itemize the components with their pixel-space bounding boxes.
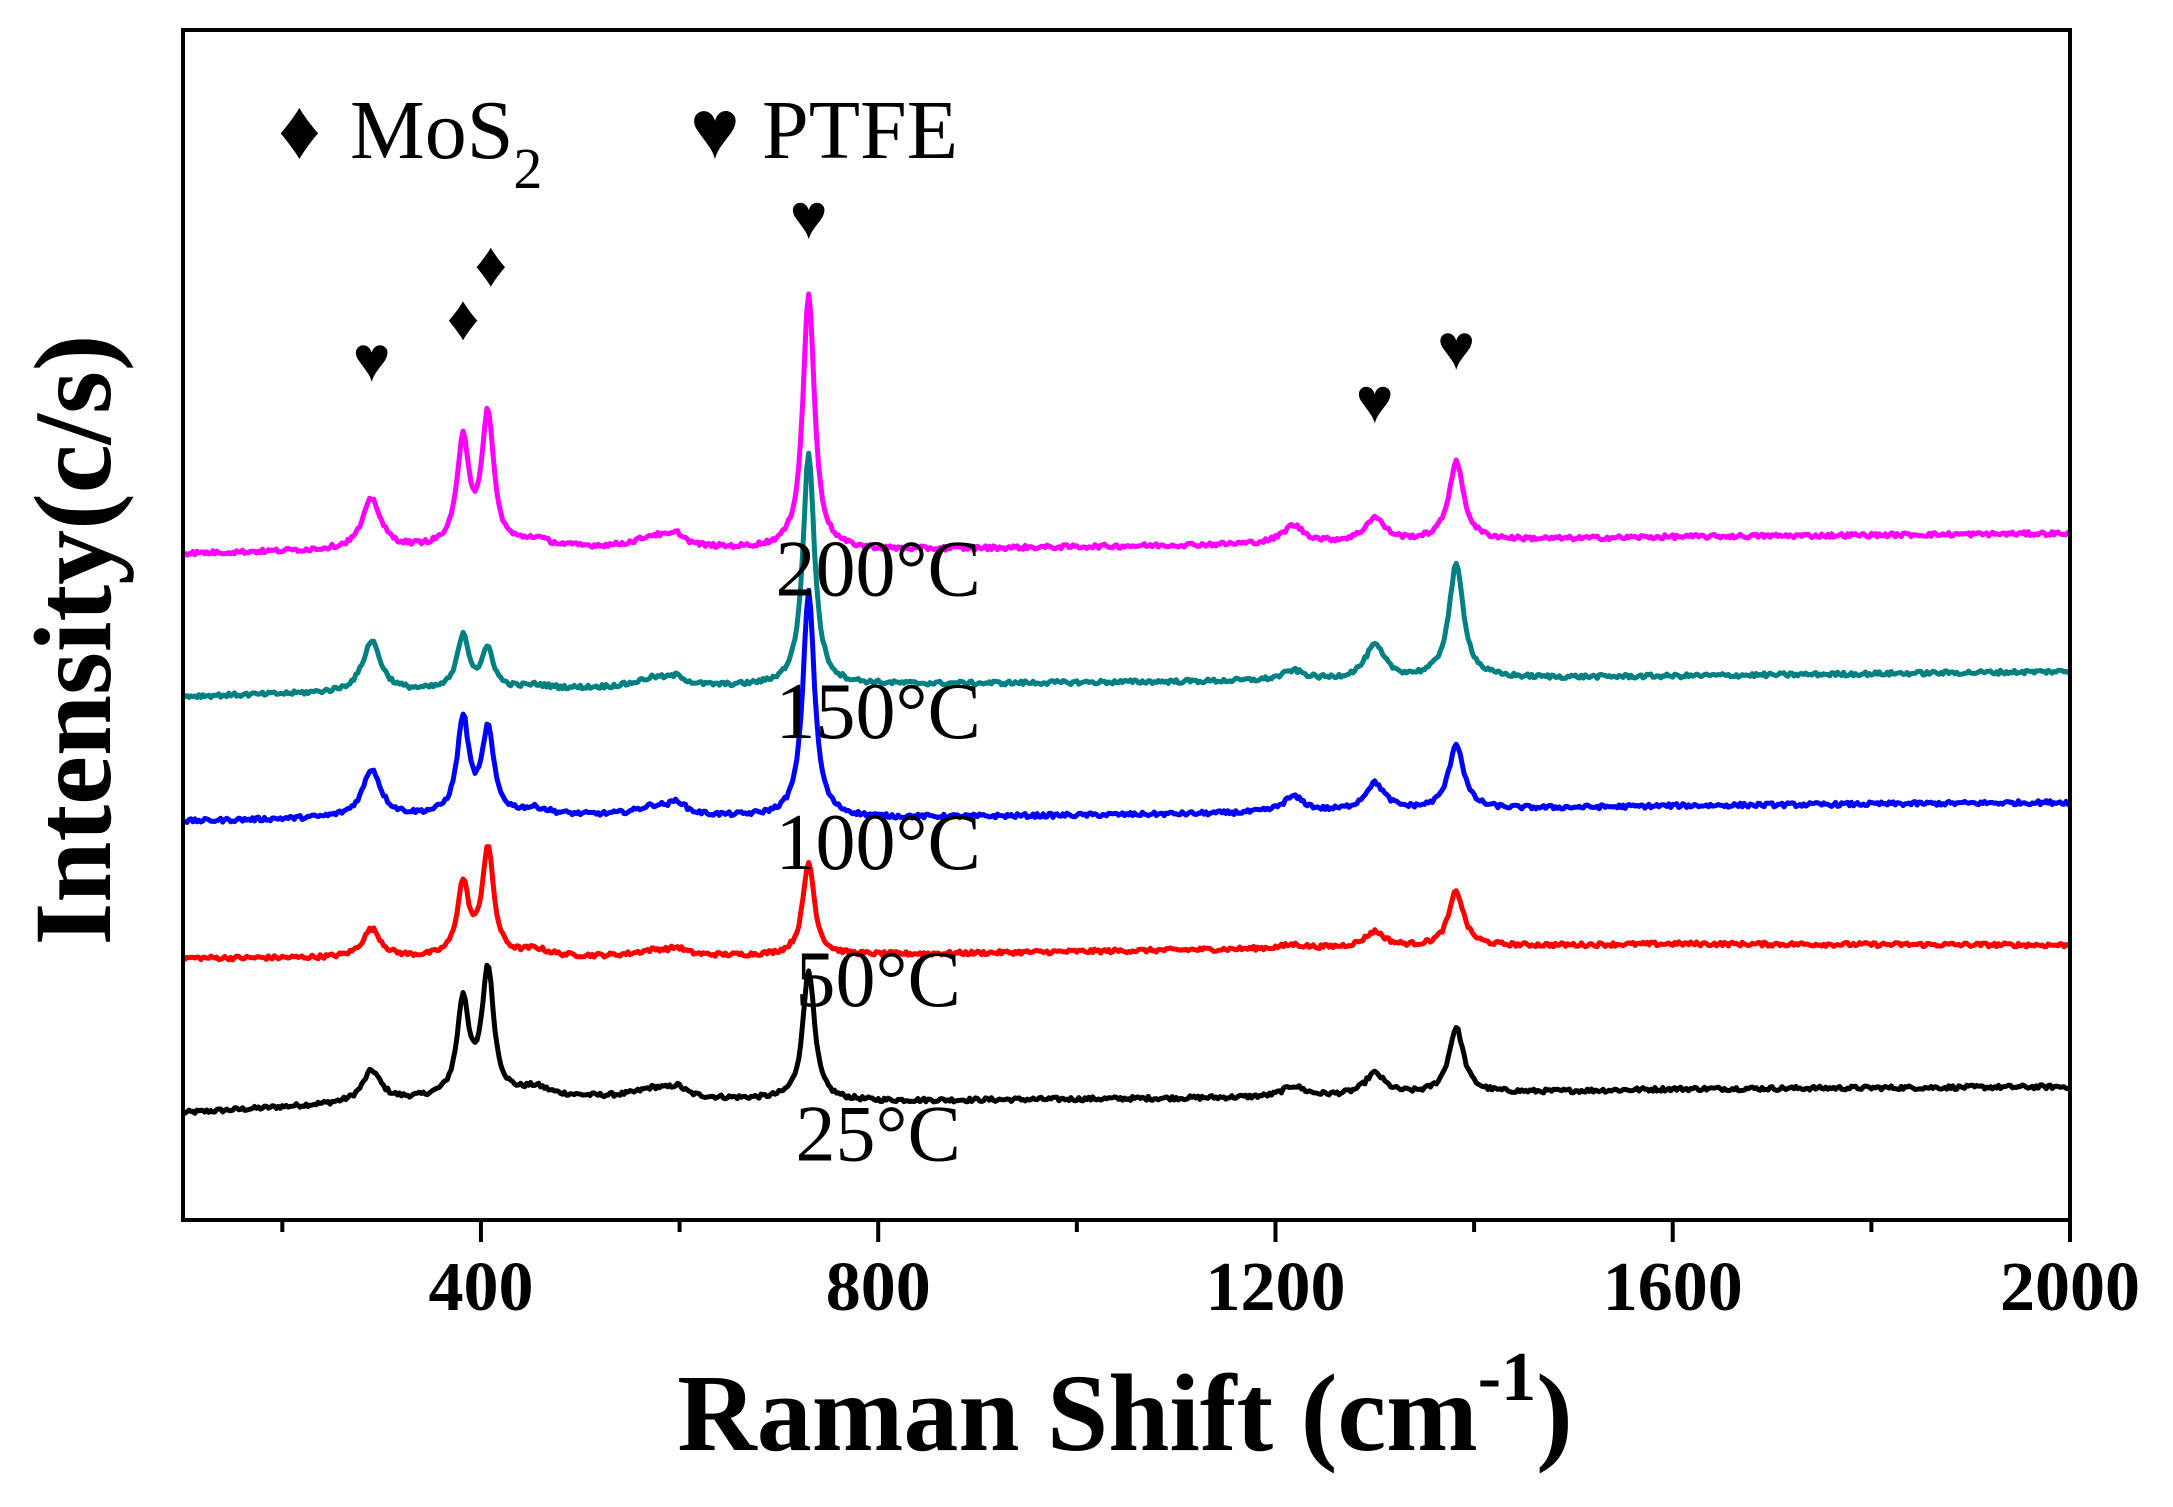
legend-label-mos2-sub: 2 (513, 136, 542, 201)
legend-label-mos2-main: MoS (350, 84, 513, 177)
x-tick-label-400: 400 (428, 1249, 533, 1326)
series-label-1: 50°C (796, 936, 961, 1024)
legend: ♦ MoS2 ♥ PTFE (278, 84, 958, 201)
series-line-1 (180, 844, 2071, 963)
legend-symbol-ptfe: ♥ (690, 84, 740, 177)
series-labels: 25°C 50°C 100°C 150°C 200°C (776, 525, 981, 1178)
series-label-2: 100°C (776, 799, 981, 887)
series-group (180, 291, 2073, 1116)
legend-label-mos2: MoS2 (350, 84, 542, 201)
x-axis-title-main: Raman Shift (cm (677, 1352, 1478, 1474)
x-tick-labels: 400 800 1200 1600 2000 (428, 1249, 2140, 1326)
x-axis-title-sup: -1 (1478, 1339, 1536, 1416)
peak-marker-1: ♦ (447, 282, 480, 353)
legend-symbol-mos2: ♦ (278, 84, 321, 177)
x-tick-label-1200: 1200 (1205, 1249, 1345, 1326)
series-line-2 (181, 587, 2073, 825)
peak-marker-2: ♦ (475, 229, 508, 300)
y-axis-title: Intensity(c/s) (12, 334, 134, 945)
peak-marker-5: ♥ (1437, 312, 1475, 383)
x-tick-label-2000: 2000 (2000, 1249, 2140, 1326)
series-line-0 (181, 962, 2071, 1116)
peak-marker-0: ♥ (353, 324, 391, 395)
legend-label-ptfe: PTFE (762, 84, 958, 177)
peak-marker-4: ♥ (1356, 366, 1394, 437)
x-tick-label-1600: 1600 (1603, 1249, 1743, 1326)
x-ticks (280, 1220, 2072, 1242)
series-label-0: 25°C (796, 1091, 961, 1179)
series-line-3 (181, 450, 2071, 700)
x-axis-title: Raman Shift (cm-1) (677, 1339, 1572, 1474)
x-tick-label-800: 800 (826, 1249, 931, 1326)
plot-frame (181, 28, 2072, 1222)
series-line-4 (181, 291, 2071, 558)
series-label-3: 150°C (776, 668, 981, 756)
x-axis-title-end: ) (1536, 1352, 1573, 1474)
peak-markers: ♥ ♦♦ ♥ ♥ ♥ (353, 181, 1476, 436)
peak-marker-3: ♥ (790, 181, 828, 252)
series-label-4: 200°C (776, 525, 981, 613)
